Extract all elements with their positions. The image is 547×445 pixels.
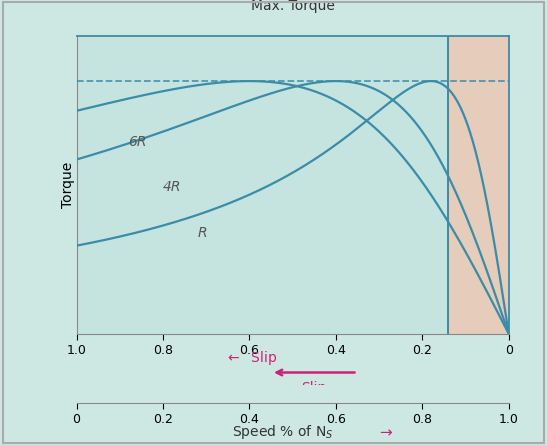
Text: Speed % of N$_S$: Speed % of N$_S$ bbox=[232, 423, 334, 441]
Text: Max. Torque: Max. Torque bbox=[251, 0, 335, 13]
Text: Slip: Slip bbox=[301, 381, 327, 396]
Y-axis label: Torque: Torque bbox=[61, 162, 75, 208]
Text: 6R: 6R bbox=[129, 135, 147, 149]
Text: R: R bbox=[197, 226, 207, 240]
Bar bbox=[448, 36, 509, 334]
Text: 4R: 4R bbox=[163, 180, 182, 194]
Text: $\rightarrow$: $\rightarrow$ bbox=[377, 424, 394, 439]
Text: $\leftarrow$  Slip: $\leftarrow$ Slip bbox=[225, 349, 278, 367]
